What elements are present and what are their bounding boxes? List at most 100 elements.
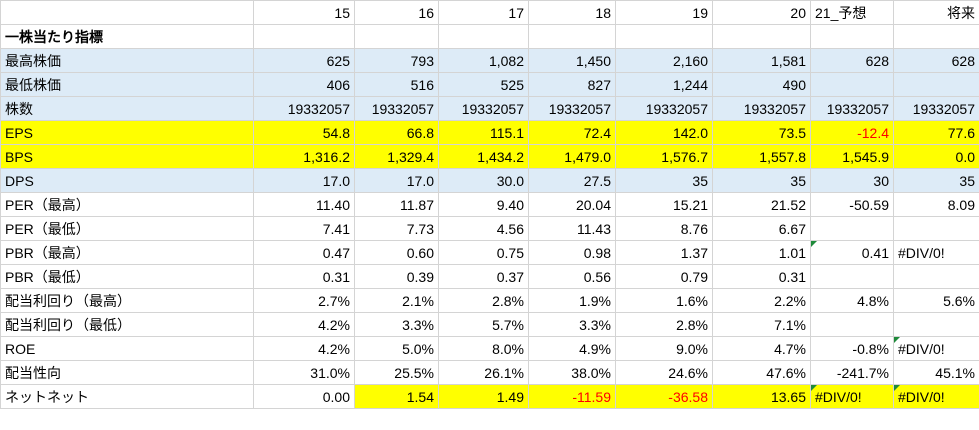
value-cell[interactable]: 3.3% <box>354 312 439 337</box>
value-cell[interactable] <box>354 24 439 49</box>
value-cell[interactable]: 1.49 <box>438 384 529 409</box>
value-cell[interactable]: 66.8 <box>354 120 439 145</box>
value-cell[interactable]: 0.0 <box>893 144 979 169</box>
value-cell[interactable]: 19332057 <box>253 96 355 121</box>
value-cell[interactable]: 31.0% <box>253 360 355 385</box>
value-cell[interactable]: 5.7% <box>438 312 529 337</box>
value-cell[interactable]: 406 <box>253 72 355 97</box>
value-cell[interactable]: 72.4 <box>528 120 616 145</box>
value-cell[interactable]: #DIV/0! <box>893 336 979 361</box>
value-cell[interactable]: 17.0 <box>354 168 439 193</box>
header-cell-year[interactable]: 20 <box>712 0 811 25</box>
value-cell[interactable]: 38.0% <box>528 360 616 385</box>
value-cell[interactable]: 19332057 <box>615 96 713 121</box>
row-label-cell[interactable]: ネットネット <box>0 384 254 409</box>
value-cell[interactable]: 35 <box>893 168 979 193</box>
value-cell[interactable]: -12.4 <box>810 120 894 145</box>
value-cell[interactable]: 0.98 <box>528 240 616 265</box>
value-cell[interactable]: 0.31 <box>253 264 355 289</box>
row-label-cell[interactable]: PER（最低） <box>0 216 254 241</box>
value-cell[interactable]: 73.5 <box>712 120 811 145</box>
value-cell[interactable]: 17.0 <box>253 168 355 193</box>
value-cell[interactable] <box>893 72 979 97</box>
value-cell[interactable]: 20.04 <box>528 192 616 217</box>
value-cell[interactable]: -241.7% <box>810 360 894 385</box>
value-cell[interactable]: 1,329.4 <box>354 144 439 169</box>
header-cell-year[interactable]: 18 <box>528 0 616 25</box>
value-cell[interactable]: 1.54 <box>354 384 439 409</box>
value-cell[interactable]: 7.1% <box>712 312 811 337</box>
value-cell[interactable]: 4.2% <box>253 336 355 361</box>
value-cell[interactable]: 2,160 <box>615 48 713 73</box>
value-cell[interactable]: 7.41 <box>253 216 355 241</box>
value-cell[interactable]: 5.6% <box>893 288 979 313</box>
value-cell[interactable]: 3.3% <box>528 312 616 337</box>
row-label-cell[interactable]: DPS <box>0 168 254 193</box>
header-cell-year[interactable]: 将来 <box>893 0 979 25</box>
row-label-cell[interactable]: BPS <box>0 144 254 169</box>
value-cell[interactable]: 115.1 <box>438 120 529 145</box>
value-cell[interactable]: 0.60 <box>354 240 439 265</box>
value-cell[interactable]: 516 <box>354 72 439 97</box>
value-cell[interactable]: 47.6% <box>712 360 811 385</box>
value-cell[interactable]: 19332057 <box>354 96 439 121</box>
value-cell[interactable]: 1,581 <box>712 48 811 73</box>
value-cell[interactable]: 8.0% <box>438 336 529 361</box>
value-cell[interactable]: 490 <box>712 72 811 97</box>
value-cell[interactable] <box>810 216 894 241</box>
value-cell[interactable]: 7.73 <box>354 216 439 241</box>
row-label-cell[interactable]: 配当性向 <box>0 360 254 385</box>
row-label-cell[interactable]: 一株当たり指標 <box>0 24 254 49</box>
value-cell[interactable] <box>810 264 894 289</box>
header-cell-label[interactable] <box>0 0 254 25</box>
row-label-cell[interactable]: 配当利回り（最高） <box>0 288 254 313</box>
value-cell[interactable]: 11.40 <box>253 192 355 217</box>
value-cell[interactable]: 0.31 <box>712 264 811 289</box>
value-cell[interactable]: 27.5 <box>528 168 616 193</box>
row-label-cell[interactable]: PBR（最高） <box>0 240 254 265</box>
value-cell[interactable]: 19332057 <box>528 96 616 121</box>
value-cell[interactable]: -36.58 <box>615 384 713 409</box>
value-cell[interactable]: 35 <box>712 168 811 193</box>
header-cell-year[interactable]: 19 <box>615 0 713 25</box>
value-cell[interactable]: 11.87 <box>354 192 439 217</box>
value-cell[interactable]: 6.67 <box>712 216 811 241</box>
header-cell-year[interactable]: 17 <box>438 0 529 25</box>
row-label-cell[interactable]: 最低株価 <box>0 72 254 97</box>
value-cell[interactable]: 525 <box>438 72 529 97</box>
value-cell[interactable]: 1.9% <box>528 288 616 313</box>
value-cell[interactable]: 2.2% <box>712 288 811 313</box>
row-label-cell[interactable]: EPS <box>0 120 254 145</box>
value-cell[interactable]: 15.21 <box>615 192 713 217</box>
value-cell[interactable]: 13.65 <box>712 384 811 409</box>
value-cell[interactable] <box>528 24 616 49</box>
value-cell[interactable]: 9.0% <box>615 336 713 361</box>
value-cell[interactable]: 628 <box>893 48 979 73</box>
value-cell[interactable]: 1.37 <box>615 240 713 265</box>
value-cell[interactable]: 54.8 <box>253 120 355 145</box>
header-cell-year[interactable]: 15 <box>253 0 355 25</box>
value-cell[interactable] <box>810 24 894 49</box>
value-cell[interactable]: 30 <box>810 168 894 193</box>
value-cell[interactable]: 26.1% <box>438 360 529 385</box>
row-label-cell[interactable]: ROE <box>0 336 254 361</box>
value-cell[interactable]: 2.8% <box>615 312 713 337</box>
value-cell[interactable]: 1.6% <box>615 288 713 313</box>
value-cell[interactable] <box>893 24 979 49</box>
value-cell[interactable]: 19332057 <box>438 96 529 121</box>
value-cell[interactable]: 2.7% <box>253 288 355 313</box>
value-cell[interactable]: 1,545.9 <box>810 144 894 169</box>
value-cell[interactable]: -50.59 <box>810 192 894 217</box>
header-cell-year[interactable]: 21_予想 <box>810 0 894 25</box>
value-cell[interactable]: 11.43 <box>528 216 616 241</box>
value-cell[interactable]: 24.6% <box>615 360 713 385</box>
value-cell[interactable]: 4.56 <box>438 216 529 241</box>
value-cell[interactable]: 0.79 <box>615 264 713 289</box>
header-cell-year[interactable]: 16 <box>354 0 439 25</box>
value-cell[interactable]: #DIV/0! <box>810 384 894 409</box>
value-cell[interactable]: 4.7% <box>712 336 811 361</box>
value-cell[interactable]: 2.1% <box>354 288 439 313</box>
row-label-cell[interactable]: 最高株価 <box>0 48 254 73</box>
value-cell[interactable] <box>893 264 979 289</box>
value-cell[interactable]: 1,576.7 <box>615 144 713 169</box>
